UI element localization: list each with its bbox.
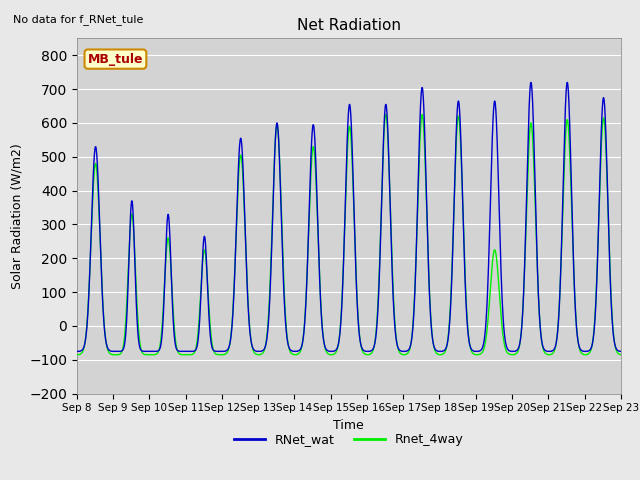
RNet_wat <box>527 80 534 85</box>
Y-axis label: Solar Radiation (W/m2): Solar Radiation (W/m2) <box>10 143 24 289</box>
Title: Net Radiation: Net Radiation <box>297 18 401 33</box>
RNet_wat <box>225 345 232 351</box>
RNet_wat <box>365 348 372 354</box>
RNet_wat <box>376 249 384 254</box>
RNet_wat <box>507 348 515 354</box>
Rnet_4way <box>569 245 577 251</box>
Text: No data for f_RNet_tule: No data for f_RNet_tule <box>13 14 143 25</box>
Rnet_4way <box>617 352 625 358</box>
X-axis label: Time: Time <box>333 419 364 432</box>
Rnet_4way <box>73 352 81 358</box>
RNet_wat <box>617 348 625 354</box>
RNet_wat <box>569 240 577 246</box>
RNet_wat <box>584 348 592 354</box>
RNet_wat <box>73 348 81 354</box>
Rnet_4way <box>507 352 515 358</box>
Rnet_4way <box>382 112 390 118</box>
Legend: RNet_wat, Rnet_4way: RNet_wat, Rnet_4way <box>229 428 468 451</box>
Rnet_4way <box>365 352 372 358</box>
Text: MB_tule: MB_tule <box>88 53 143 66</box>
Rnet_4way <box>584 351 592 357</box>
Line: RNet_wat: RNet_wat <box>77 83 621 351</box>
Rnet_4way <box>376 243 384 249</box>
Line: Rnet_4way: Rnet_4way <box>77 115 621 355</box>
Rnet_4way <box>225 347 232 352</box>
